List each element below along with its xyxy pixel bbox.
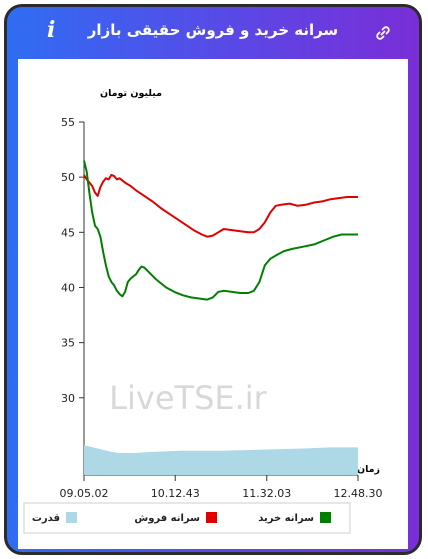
- info-icon[interactable]: i: [47, 17, 56, 43]
- header: i سرانه خرید و فروش حقیقی بازار: [7, 7, 419, 57]
- chart-card: i سرانه خرید و فروش حقیقی بازار میلیون ت…: [4, 4, 422, 555]
- link-icon[interactable]: [375, 25, 391, 41]
- legend-swatch: [206, 512, 217, 523]
- page-title: سرانه خرید و فروش حقیقی بازار: [87, 21, 339, 39]
- y-tick-label: 40: [61, 281, 75, 294]
- line-chart: میلیون تومان زمان LiveTSE.ir 30 35 40 45 50 5…: [23, 88, 383, 534]
- y-tick-label: 50: [61, 171, 75, 184]
- legend-label: سرانه فروش: [134, 513, 200, 524]
- series-line-sell: [83, 173, 358, 238]
- x-tick-label: 10.12.43: [151, 487, 200, 500]
- legend-label: قدرت: [32, 513, 60, 524]
- y-tick-label: 55: [61, 116, 75, 129]
- x-tick-label: 11.32.03: [242, 487, 291, 500]
- legend-swatch: [66, 512, 77, 523]
- legend-label: سرانه خرید: [258, 513, 314, 524]
- series-area-qodrat: [84, 445, 358, 475]
- watermark: LiveTSE.ir: [109, 379, 267, 417]
- x-tick-label: 12.48.30: [334, 487, 383, 500]
- series-line-buy: [83, 160, 358, 301]
- y-tick-label: 35: [61, 337, 75, 350]
- x-axis-label: زمان: [357, 464, 380, 475]
- y-tick-label: 45: [61, 226, 75, 239]
- y-axis-label: میلیون تومان: [100, 88, 162, 99]
- legend-swatch: [320, 512, 331, 523]
- chart-panel: میلیون تومان زمان LiveTSE.ir 30 35 40 45 50 5…: [18, 59, 408, 549]
- x-tick-label: 09.05.02: [60, 487, 109, 500]
- y-tick-label: 30: [61, 392, 75, 405]
- legend-box: [23, 502, 351, 534]
